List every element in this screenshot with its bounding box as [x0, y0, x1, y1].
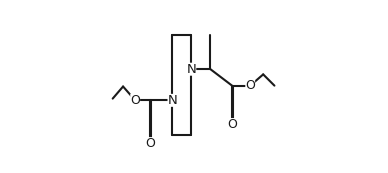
- Text: O: O: [145, 137, 155, 150]
- Text: O: O: [245, 79, 255, 92]
- Text: N: N: [168, 94, 177, 107]
- Text: O: O: [227, 118, 237, 131]
- Text: O: O: [130, 94, 140, 107]
- Text: N: N: [187, 63, 196, 76]
